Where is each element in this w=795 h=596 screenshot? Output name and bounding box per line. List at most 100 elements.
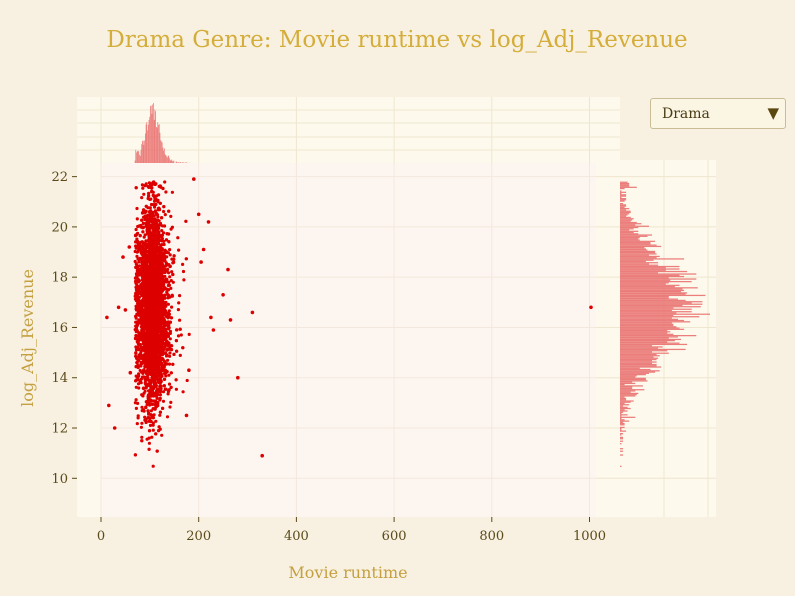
data-point [144, 221, 148, 226]
data-point [150, 255, 154, 259]
data-point [142, 309, 146, 313]
histogram-bar [620, 259, 654, 261]
data-point [135, 357, 139, 361]
data-point [157, 267, 161, 271]
histogram-bar [620, 342, 680, 344]
data-point [146, 335, 150, 339]
histogram-bar [620, 433, 624, 435]
data-point [155, 239, 159, 243]
data-point [148, 206, 152, 210]
data-point [151, 193, 155, 197]
histogram-bar [179, 162, 181, 163]
data-point [136, 382, 141, 386]
data-point [181, 262, 185, 266]
data-point [140, 261, 144, 265]
data-point [146, 213, 150, 217]
histogram-bar [620, 376, 636, 378]
histogram-bar [620, 341, 668, 343]
data-point [144, 320, 148, 324]
histogram-bar [169, 159, 171, 163]
histogram-bar [620, 237, 640, 239]
data-point [134, 334, 138, 338]
data-point [153, 209, 157, 213]
data-point [226, 267, 230, 272]
data-point [162, 328, 166, 332]
plot-area [101, 163, 596, 517]
data-point [135, 240, 140, 244]
data-point [161, 399, 166, 403]
data-point [155, 392, 160, 396]
left-panel [77, 163, 101, 517]
histogram-bar [620, 258, 685, 260]
data-point [165, 290, 169, 294]
data-point [152, 265, 156, 269]
data-point [187, 332, 191, 336]
histogram-bar [620, 226, 639, 229]
histogram-bar [620, 420, 630, 422]
data-point [159, 243, 163, 247]
data-point [142, 235, 146, 239]
data-point [147, 429, 152, 433]
y-axis-title: log_Adj_Revenue [18, 269, 37, 407]
data-point [163, 270, 167, 274]
data-point [169, 348, 174, 352]
data-point [152, 399, 156, 403]
data-point [140, 183, 144, 187]
chevron-down-icon[interactable]: ▼ [767, 104, 779, 122]
data-point [201, 247, 206, 252]
data-point [160, 263, 164, 267]
data-point [140, 252, 144, 256]
data-point [142, 391, 146, 395]
histogram-bar [620, 412, 622, 415]
data-point [155, 370, 159, 374]
data-point [151, 367, 155, 371]
histogram-bar [620, 356, 654, 358]
data-point [134, 374, 138, 378]
data-point [147, 185, 151, 189]
histogram-bar [620, 370, 660, 372]
histogram-bar [139, 155, 141, 163]
data-point [171, 280, 175, 284]
data-point [152, 386, 156, 390]
genre-dropdown[interactable]: Drama ▼ [650, 98, 786, 129]
data-point [146, 409, 150, 413]
histogram-bar [620, 443, 622, 445]
histogram-bar [620, 234, 652, 236]
data-point [172, 254, 176, 258]
data-point [165, 415, 170, 419]
histogram-bar [152, 104, 154, 163]
data-point [164, 238, 169, 242]
histogram-bar [620, 366, 662, 368]
histogram-bar [620, 196, 622, 198]
data-point [155, 260, 159, 264]
data-point [176, 236, 180, 240]
data-point [158, 184, 162, 188]
histogram-bar [620, 292, 688, 294]
data-point [107, 403, 111, 408]
data-point [158, 289, 162, 293]
data-point [150, 334, 154, 338]
data-point [146, 342, 150, 347]
histogram-bar [620, 228, 634, 230]
histogram-bar [620, 337, 669, 339]
data-point [164, 190, 168, 194]
data-point [156, 292, 160, 296]
histogram-bar [620, 282, 669, 284]
histogram-bar [620, 312, 677, 314]
histogram-bar [620, 416, 636, 418]
data-point [160, 433, 164, 437]
histogram-bar [620, 269, 666, 271]
data-point [153, 320, 157, 324]
data-point [157, 206, 161, 210]
data-point [154, 364, 158, 368]
histogram-bar [137, 150, 139, 163]
histogram-bar [620, 317, 672, 319]
data-point [168, 351, 172, 355]
data-point [147, 300, 151, 304]
histogram-bar [620, 434, 622, 436]
data-point [166, 320, 170, 324]
histogram-bar [148, 119, 150, 163]
histogram-bar [156, 127, 158, 163]
histogram-bar [620, 363, 657, 366]
